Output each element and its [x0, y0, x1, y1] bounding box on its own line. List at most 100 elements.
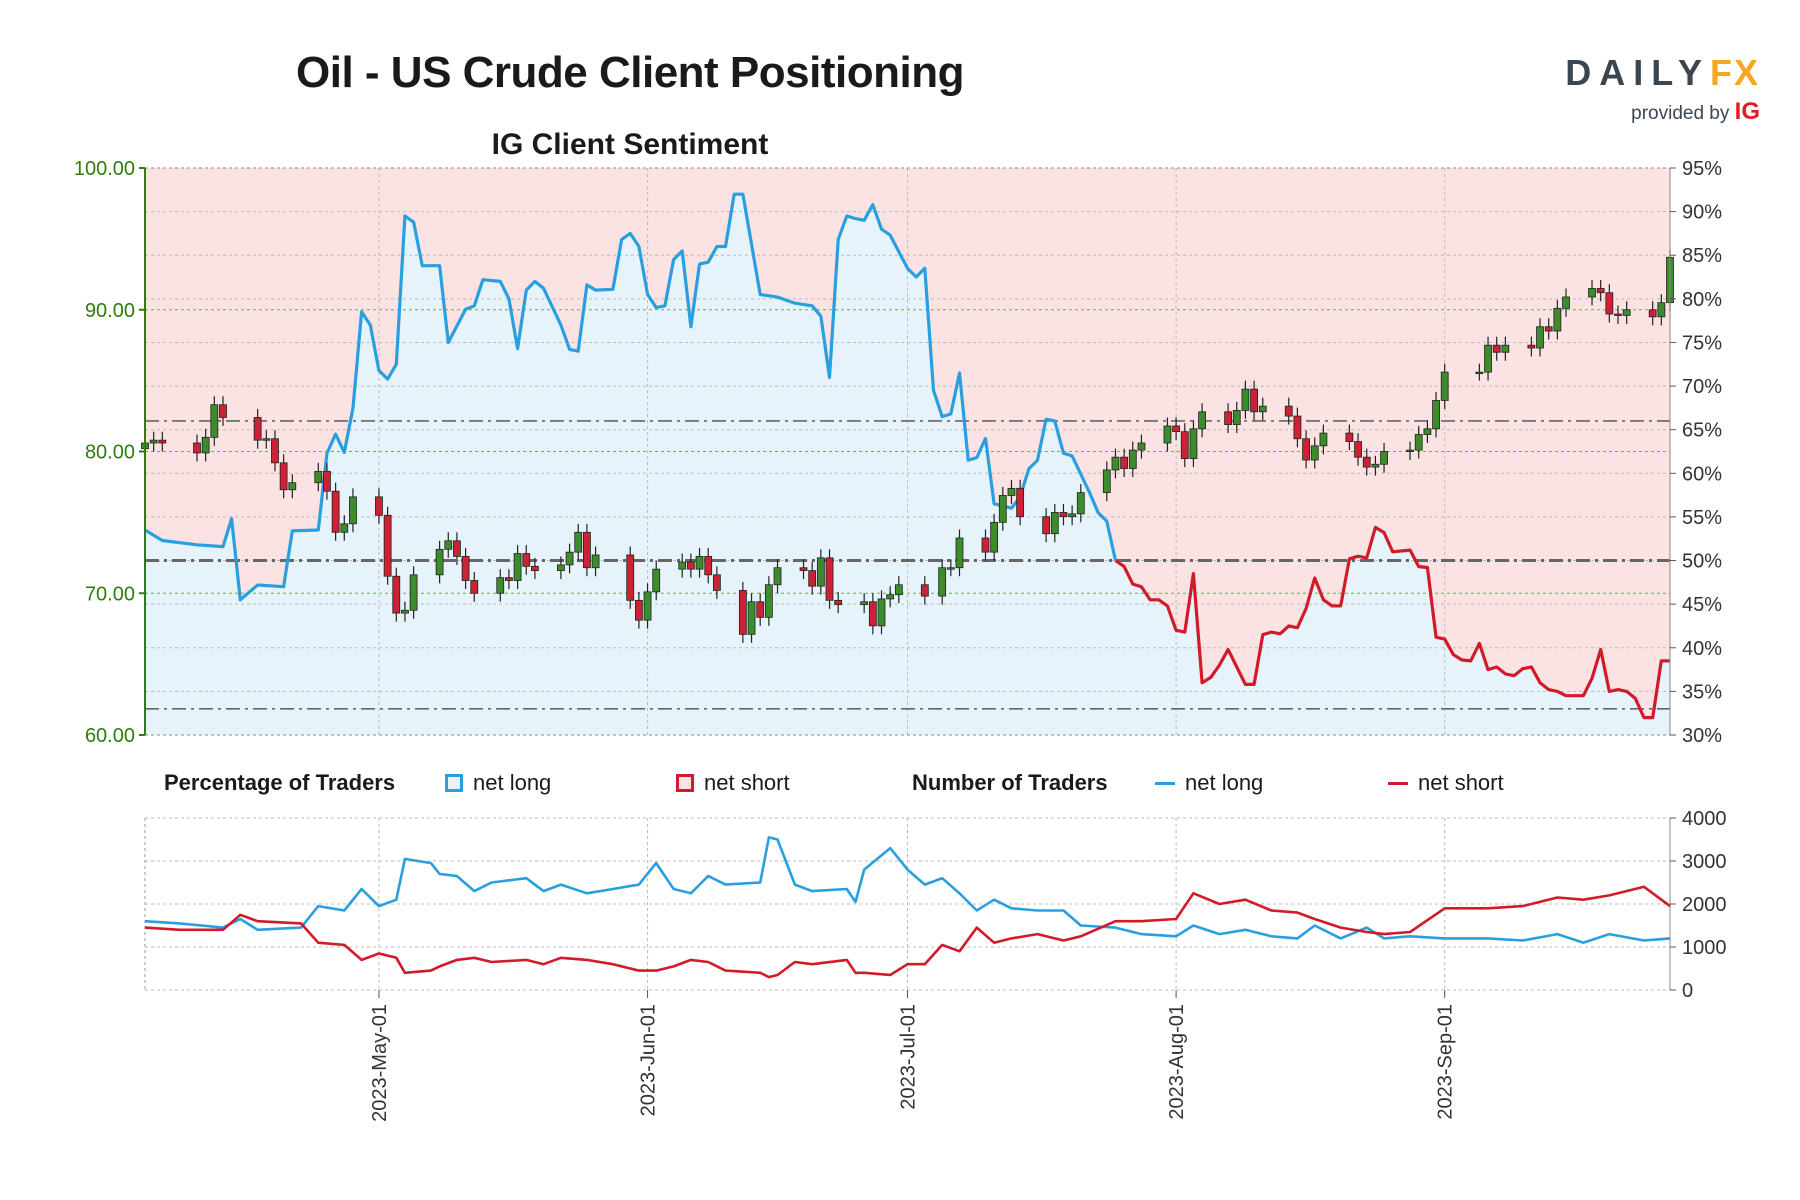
net-short-count-line: [144, 885, 1671, 979]
legend-pct-long-swatch: [445, 774, 463, 792]
candle-body: [314, 470, 323, 484]
pct-tick-label: 30%: [1682, 725, 1722, 747]
candle-body: [712, 574, 721, 591]
candle-body: [877, 598, 886, 627]
pct-tick-label: 70%: [1682, 376, 1722, 398]
candle-body: [1605, 292, 1614, 315]
candle-body: [271, 438, 279, 464]
candle-body: [1293, 415, 1302, 440]
candle-body: [1440, 371, 1449, 401]
candle-body: [1371, 463, 1380, 468]
candle-body: [1622, 309, 1631, 316]
net-long-pct-line: [144, 192, 1118, 602]
candle-body: [834, 599, 843, 605]
legend-pct-short-label: net short: [704, 770, 790, 795]
pct-tick-label: 90%: [1682, 202, 1722, 224]
candle-body: [1016, 487, 1025, 518]
price-tick-label: 90.00: [85, 300, 135, 322]
candle-body: [799, 567, 808, 571]
candle-body: [1596, 288, 1605, 294]
pct-tick-label: 60%: [1682, 463, 1722, 485]
candle-body: [1648, 309, 1657, 318]
candle-body: [1042, 516, 1051, 535]
net-short-pct-line: [1114, 525, 1670, 720]
candle-body: [1068, 513, 1077, 518]
x-tick-label: 2023-May-01: [369, 1004, 391, 1122]
candle-body: [340, 523, 349, 533]
logo-ig: IG: [1734, 98, 1760, 125]
candle-body: [574, 531, 583, 553]
legend-pct-short-swatch: [676, 774, 694, 792]
candle-body: [1250, 388, 1258, 413]
candle-body: [158, 439, 167, 444]
candle-body: [868, 601, 877, 627]
candle-body: [1423, 428, 1432, 435]
pct-tick-label: 75%: [1682, 332, 1722, 354]
candle-body: [626, 554, 635, 601]
candle-body: [686, 561, 695, 570]
candle-body: [1544, 326, 1553, 332]
candle-body: [955, 537, 964, 569]
legend-pct-long-label: net long: [473, 770, 552, 795]
candle-body: [998, 495, 1007, 523]
candle-body: [1163, 425, 1172, 444]
pct-tick-label: 85%: [1682, 245, 1722, 267]
candle-body: [860, 601, 869, 605]
candle-body: [1406, 449, 1414, 452]
chart-legend: Percentage of Traders net long net short…: [0, 770, 1800, 800]
logo-daily: DAILY: [1565, 52, 1710, 93]
x-tick-label: 2023-Jun-01: [638, 1004, 660, 1116]
candle-body: [990, 521, 999, 553]
count-tick-label: 4000: [1682, 808, 1727, 830]
chart-title: Oil - US Crude Client Positioning: [296, 48, 964, 97]
price-tick-label: 100.00: [74, 158, 135, 180]
candle-body: [1475, 371, 1484, 375]
candle-body: [1111, 456, 1120, 471]
candle-body: [1284, 405, 1293, 417]
candle-body: [704, 555, 713, 576]
candle-body: [1241, 388, 1250, 411]
candle-body: [981, 537, 990, 553]
candle-body: [764, 584, 773, 618]
price-tick-label: 70.00: [85, 583, 135, 605]
candle-body: [886, 594, 895, 600]
legend-num-long-label: net long: [1185, 770, 1264, 795]
candle-body: [643, 591, 652, 621]
candle-body: [505, 577, 513, 581]
price-tick-label: 80.00: [85, 442, 135, 464]
candle-body: [894, 584, 903, 596]
candle-body: [678, 561, 687, 570]
candle-body: [1484, 344, 1492, 373]
candle-body: [513, 553, 522, 581]
candle-body: [1180, 431, 1189, 459]
candle-body: [1258, 405, 1267, 413]
candle-body: [496, 577, 505, 594]
candle-body: [323, 470, 331, 492]
candle-body: [392, 575, 401, 614]
candle-body: [201, 436, 210, 454]
candle-body: [1562, 296, 1570, 309]
candle-body: [1050, 512, 1059, 535]
pct-tick-label: 55%: [1682, 507, 1722, 529]
candle-body: [1120, 456, 1129, 469]
count-tick-label: 1000: [1682, 937, 1727, 959]
candle-body: [1007, 487, 1016, 496]
pct-tick-label: 40%: [1682, 638, 1722, 660]
candle-body: [773, 567, 782, 586]
candle-body: [1345, 432, 1354, 442]
candle-body: [401, 609, 409, 614]
candle-body: [444, 540, 453, 550]
count-tick-label: 2000: [1682, 894, 1727, 916]
legend-pct-header: Percentage of Traders: [164, 770, 396, 795]
candle-body: [522, 553, 531, 567]
candle-body: [1310, 445, 1319, 461]
candle-body: [279, 462, 288, 491]
candle-body: [461, 555, 470, 581]
candle-body: [219, 404, 227, 418]
x-tick-label: 2023-Sep-01: [1435, 1004, 1457, 1120]
candle-body: [1501, 344, 1510, 353]
logo-provided-by: provided by IG: [1520, 98, 1760, 126]
candle-body: [1614, 313, 1622, 316]
candle-body: [583, 531, 591, 569]
candle-body: [349, 496, 357, 525]
